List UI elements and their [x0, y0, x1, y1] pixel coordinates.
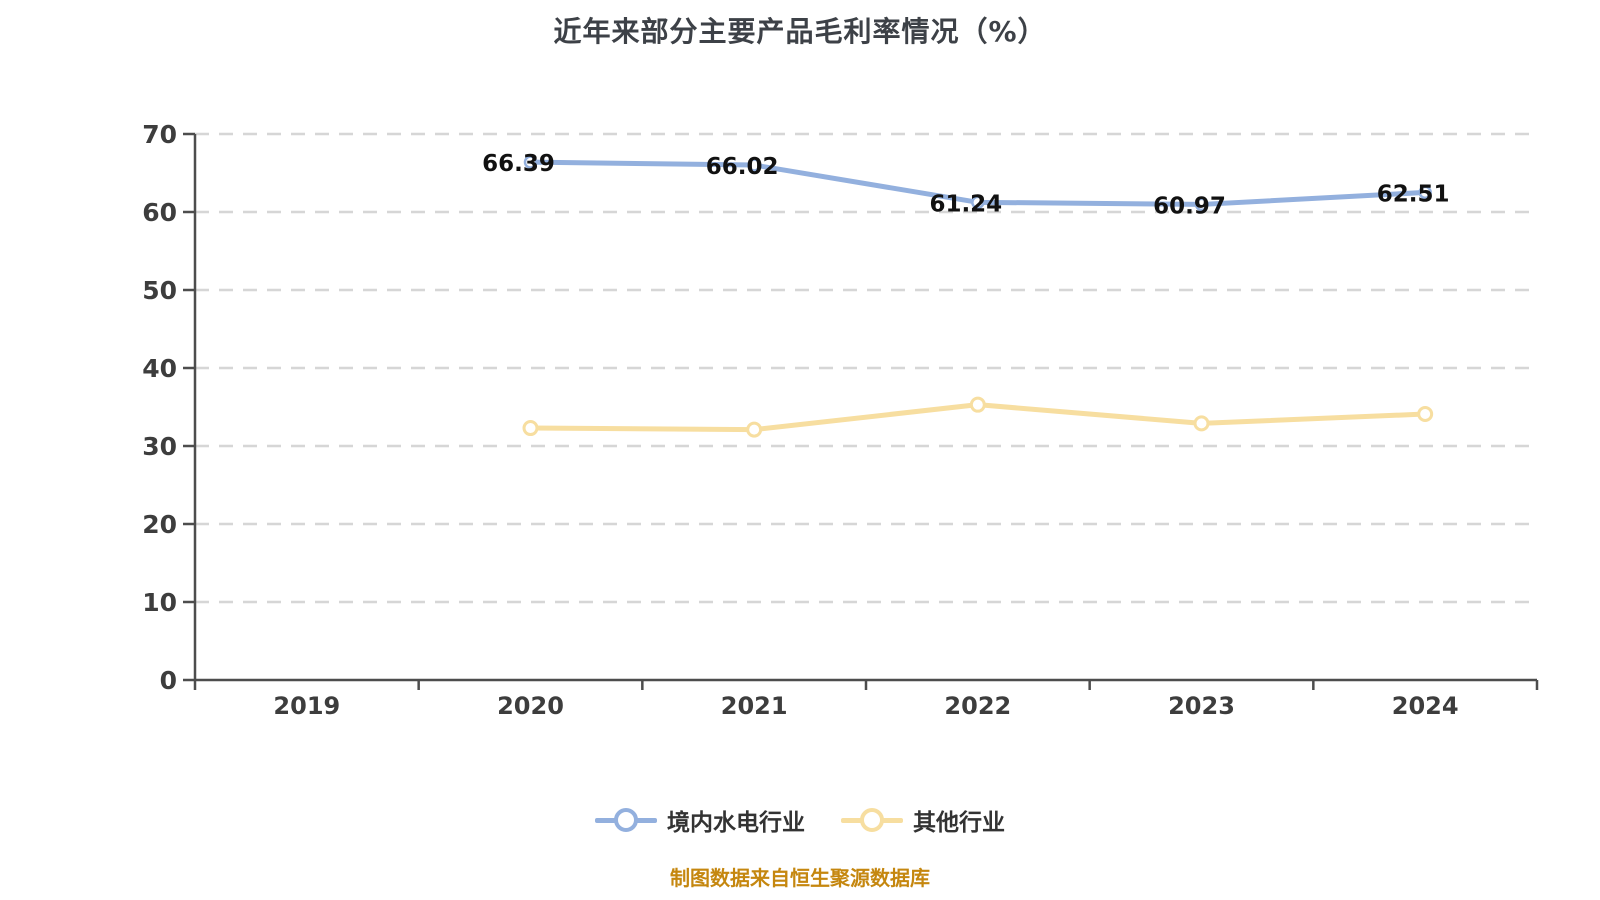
legend-item-domestic-hydro[interactable]: 境内水电行业 — [595, 803, 805, 837]
y-tick-label-40: 40 — [142, 354, 177, 383]
series-0-label-2024: 62.51 — [1377, 181, 1450, 207]
legend-label: 其他行业 — [913, 810, 1005, 836]
chart-title: 近年来部分主要产品毛利率情况（%） — [553, 15, 1047, 48]
series-0-label-2021: 66.02 — [706, 154, 779, 180]
x-tick-label-2022: 2022 — [944, 692, 1011, 720]
series-1-point-2023 — [1193, 415, 1210, 432]
legend-circle-icon — [614, 808, 638, 832]
y-tick-label-30: 30 — [142, 432, 177, 461]
legend-item-other-industry[interactable]: 其他行业 — [841, 803, 1005, 837]
y-tick-label-20: 20 — [142, 510, 177, 539]
y-tick-label-10: 10 — [142, 588, 177, 617]
series-1-point-2021 — [746, 421, 763, 438]
series-1-point-2022 — [969, 396, 986, 413]
legend-marker-blue — [595, 807, 657, 833]
series-1-point-2020 — [522, 420, 539, 437]
y-tick-label-0: 0 — [160, 666, 177, 695]
series-0-point-2024 — [1418, 185, 1432, 200]
legend-marker-yellow — [841, 807, 903, 833]
y-tick-label-50: 50 — [142, 276, 177, 305]
data-source-attribution: 制图数据来自恒生聚源数据库 — [670, 866, 930, 890]
x-tick-label-2019: 2019 — [273, 692, 340, 720]
x-tick-label-2023: 2023 — [1168, 692, 1235, 720]
x-tick-label-2021: 2021 — [721, 692, 788, 720]
x-tick-label-2024: 2024 — [1392, 692, 1459, 720]
series-0-point-2023 — [1194, 197, 1209, 212]
legend-label: 境内水电行业 — [667, 810, 805, 836]
series-0-point-2020 — [523, 155, 538, 169]
y-tick-label-60: 60 — [142, 198, 177, 227]
series-0-label-2020: 66.39 — [482, 151, 555, 177]
series-0-point-2022 — [971, 195, 985, 210]
x-tick-label-2020: 2020 — [497, 692, 564, 720]
legend: 境内水电行业 其他行业 — [0, 803, 1600, 837]
series-0-label-2022: 61.24 — [929, 191, 1002, 217]
series-0-label-2023: 60.97 — [1153, 193, 1226, 219]
series-1-point-2024 — [1417, 406, 1434, 423]
y-tick-label-70: 70 — [142, 120, 177, 149]
series-0-point-2021 — [747, 158, 761, 172]
legend-circle-icon — [860, 808, 884, 832]
